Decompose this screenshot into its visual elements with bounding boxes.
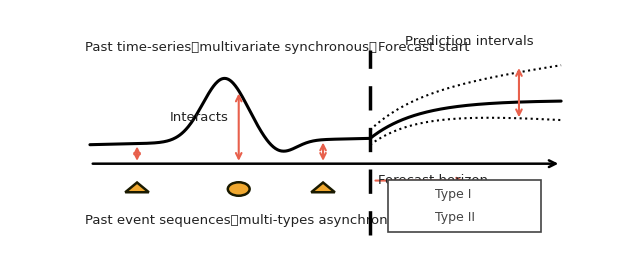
FancyBboxPatch shape bbox=[388, 179, 541, 232]
Text: Forecast start: Forecast start bbox=[378, 41, 469, 54]
Polygon shape bbox=[311, 182, 335, 192]
Text: Interacts: Interacts bbox=[169, 111, 228, 124]
Ellipse shape bbox=[401, 212, 419, 223]
Text: Forecast horizon: Forecast horizon bbox=[378, 174, 488, 187]
Text: Prediction intervals: Prediction intervals bbox=[405, 35, 534, 48]
Text: Past time-series（multivariate synchronous）: Past time-series（multivariate synchronou… bbox=[85, 41, 377, 54]
Text: Type II: Type II bbox=[435, 211, 475, 224]
Polygon shape bbox=[401, 189, 419, 197]
Text: Past event sequences（multi-types asynchronous）: Past event sequences（multi-types asynchr… bbox=[85, 214, 419, 227]
Ellipse shape bbox=[228, 182, 250, 196]
Polygon shape bbox=[125, 182, 149, 192]
Text: Type I: Type I bbox=[435, 188, 471, 201]
